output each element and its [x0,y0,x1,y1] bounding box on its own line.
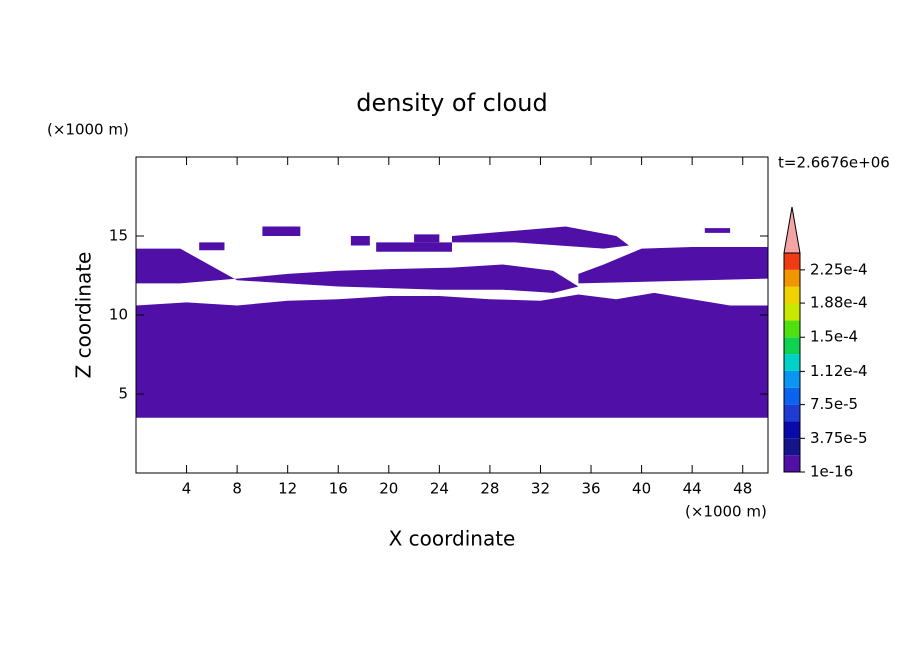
x-tick-label: 8 [232,480,242,498]
x-tick-label: 48 [733,480,752,498]
x-tick-label: 4 [182,480,192,498]
y-unit: (×1000 m) [47,121,129,139]
colorbar-band [784,421,800,439]
colorbar-band [784,286,800,304]
colorbar-band [784,387,800,405]
x-axis-label: X coordinate [389,527,516,551]
colorbar-band [784,404,800,422]
cloud-region [262,226,301,236]
cloud-region [350,236,370,246]
annotation: t=2.6676e+06 [778,154,890,172]
x-tick-label: 44 [683,480,702,498]
cloud-region [704,228,731,233]
x-tick-label: 24 [430,480,449,498]
colorbar-frame [783,252,801,473]
colorbar-band [784,438,800,456]
x-tick-label: 16 [329,480,348,498]
y-tick-label: 15 [109,227,128,245]
colorbar-tick-label: 1.88e-4 [810,294,868,312]
x-tick-label: 28 [480,480,499,498]
colorbar-band [784,370,800,388]
cloud-region [199,242,225,251]
colorbar-over [783,206,801,254]
colorbar-tick-label: 3.75e-5 [810,429,868,447]
cloud-region [452,226,629,249]
colorbar-band [784,354,800,371]
x-tick-label: 20 [379,480,398,498]
colorbar-band [784,253,800,270]
y-axis-label: Z coordinate [72,252,96,379]
x-tick-label: 40 [632,480,651,498]
x-tick-label: 36 [581,480,600,498]
colorbar-tick-label: 1.12e-4 [810,362,868,380]
colorbar-tick-label: 2.25e-4 [810,260,868,278]
cloud-region [578,247,768,284]
chart-title: density of cloud [356,89,547,117]
cloud-region [136,292,768,418]
cloud-region [414,234,440,243]
colorbar-tick-label: 7.5e-5 [810,395,858,413]
x-tick-label: 12 [278,480,297,498]
colorbar-band [784,303,800,321]
colorbar-band [784,269,800,287]
colorbar-tick-label: 1e-16 [810,463,853,481]
cloud-region [376,242,452,252]
colorbar-band [784,320,800,338]
colorbar-tick-label: 1.5e-4 [810,328,858,346]
y-tick-label: 10 [109,306,128,324]
y-tick-label: 5 [118,385,128,403]
cloud-region [136,248,579,293]
colorbar-band [784,337,800,355]
colorbar-band [784,455,800,472]
x-tick-label: 32 [531,480,550,498]
x-unit: (×1000 m) [685,503,767,521]
